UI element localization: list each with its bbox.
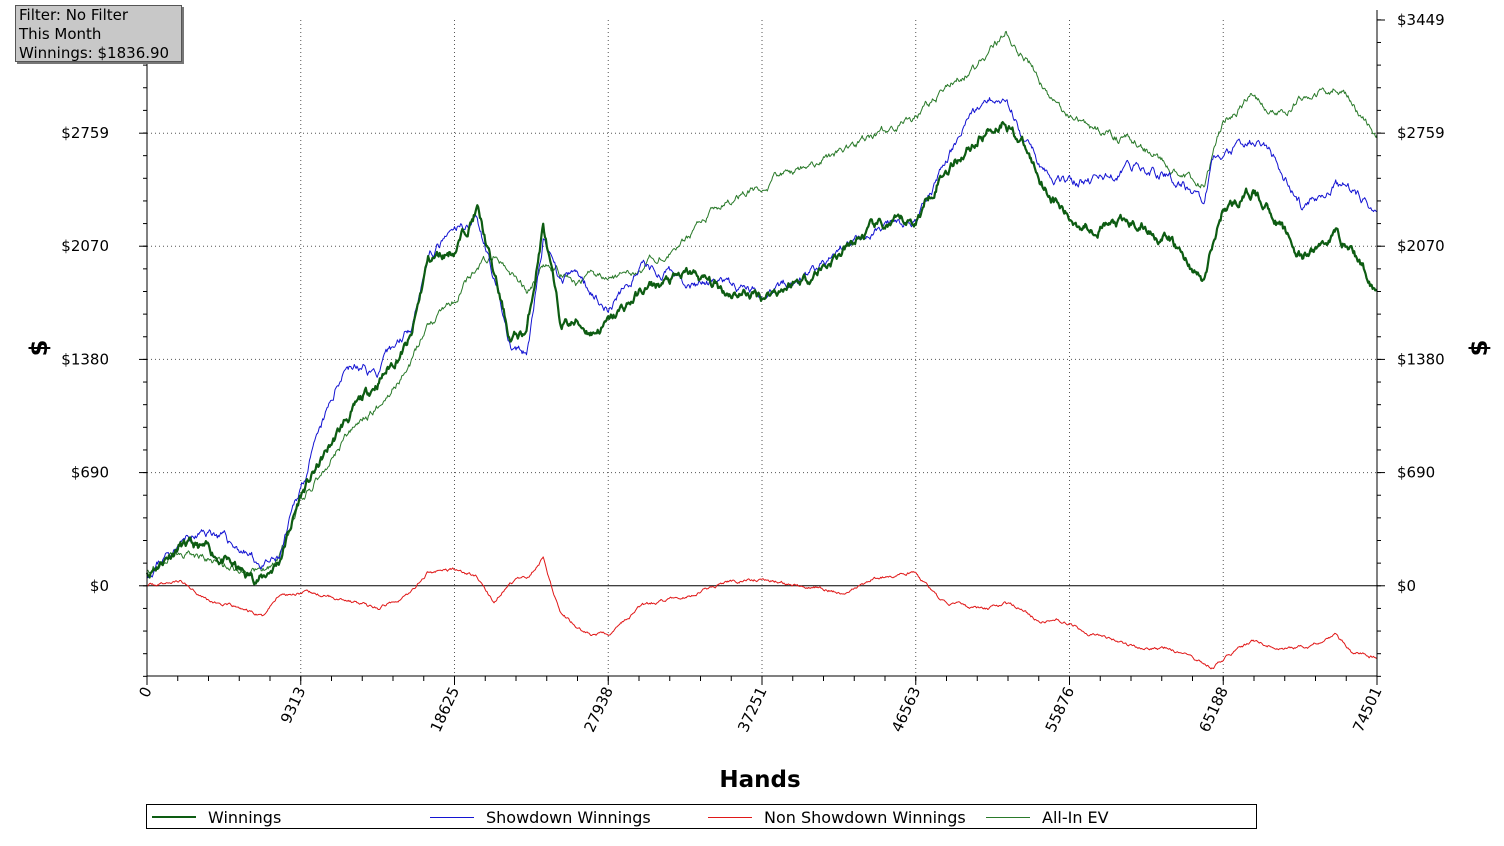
y-tick-label-right: $2070 — [1397, 237, 1445, 255]
legend-item-showdown: Showdown Winnings — [430, 807, 651, 827]
x-axis-title: Hands — [719, 767, 800, 793]
y-tick-label-right: $690 — [1397, 464, 1435, 482]
legend-swatch-winnings — [152, 816, 196, 818]
y-tick-label-right: $3449 — [1397, 11, 1445, 29]
legend-label-showdown: Showdown Winnings — [486, 807, 651, 827]
legend-swatch-non-showdown — [708, 816, 752, 818]
y-tick-label-right: $1380 — [1397, 350, 1445, 368]
series-lines — [145, 30, 1378, 670]
legend-label-allin-ev: All-In EV — [1042, 807, 1109, 827]
winnings-summary: Winnings: $1836.90 — [19, 44, 170, 62]
series-non-showdown-winnings — [147, 556, 1378, 670]
series-winnings — [145, 121, 1378, 586]
tick-labels: 0 9313 18625 27938 37251 46563 55876 65188 74501… — [61, 11, 1444, 735]
x-tick-label: 46563 — [888, 684, 924, 735]
filter-label: Filter: No Filter — [19, 6, 129, 24]
axes — [139, 10, 1385, 685]
legend-item-winnings: Winnings — [152, 807, 281, 827]
legend-swatch-allin-ev — [986, 816, 1030, 818]
y-tick-label-left: $1380 — [61, 350, 109, 368]
x-tick-label: 74501 — [1349, 684, 1385, 735]
y-tick-label-left: $0 — [90, 577, 109, 595]
series-showdown-winnings — [146, 97, 1378, 579]
legend-label-winnings: Winnings — [208, 807, 282, 827]
x-tick-label: 65188 — [1195, 684, 1231, 735]
x-tick-label: 27938 — [580, 684, 616, 735]
x-tick-label: 18625 — [427, 684, 463, 735]
y-tick-label-left: $690 — [71, 464, 109, 482]
period-label: This Month — [19, 25, 102, 43]
grid — [147, 20, 1377, 676]
x-tick-label: 9313 — [277, 684, 309, 726]
y-tick-label-left: $2759 — [61, 124, 109, 142]
x-tick-label: 55876 — [1042, 684, 1078, 735]
filter-info-box: Filter: No Filter This Month Winnings: $… — [15, 5, 182, 62]
y-axis-title-right: $ — [1465, 340, 1493, 357]
legend-label-non-showdown: Non Showdown Winnings — [764, 807, 966, 827]
y-tick-label-right: $0 — [1397, 577, 1416, 595]
y-tick-label-left: $2070 — [61, 237, 109, 255]
legend-item-non-showdown: Non Showdown Winnings — [708, 807, 966, 827]
x-tick-label: 37251 — [734, 684, 770, 735]
legend: Winnings Showdown Winnings Non Showdown … — [146, 804, 1257, 829]
y-axis-title-left: $ — [25, 340, 53, 357]
minor-ticks — [143, 19, 1381, 681]
series-allin-ev — [146, 30, 1378, 576]
x-tick-label: 0 — [135, 684, 155, 700]
legend-item-allin-ev: All-In EV — [986, 807, 1109, 827]
y-tick-label-right: $2759 — [1397, 124, 1445, 142]
legend-swatch-showdown — [430, 816, 474, 818]
